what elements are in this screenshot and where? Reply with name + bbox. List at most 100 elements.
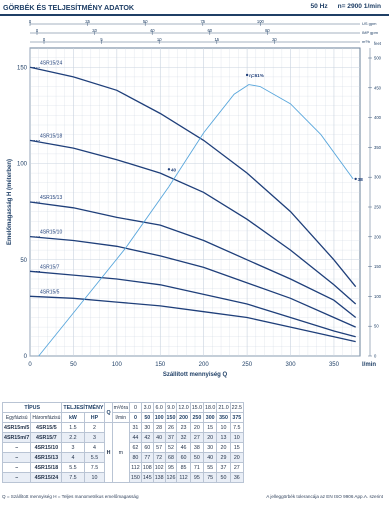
x-tick-label: 50 xyxy=(70,362,77,368)
footer-tolerance-note: A jelleggörbék tolerancája az EN ISO 990… xyxy=(266,494,383,499)
cell-three-phase-model: 4SR15/7 xyxy=(30,432,63,443)
cell-kw: 3 xyxy=(61,442,85,453)
series-label: 4SR15/24 xyxy=(40,60,62,66)
cell-head-value: 10 xyxy=(216,422,231,433)
cell-head-value: 20 xyxy=(189,422,205,433)
page-title: GÖRBÉK ÉS TELJESÍTMÉNY ADATOK xyxy=(3,3,135,12)
top-axis-tick-label: 50 xyxy=(143,19,148,24)
top-axis-tick-label: 60 xyxy=(207,28,212,33)
right-axis-tick-label: 300 xyxy=(374,175,382,180)
cell-hp: 10 xyxy=(83,472,106,483)
series-label: 4SR15/5 xyxy=(40,289,60,295)
th-q-m3h-5: 15.0 xyxy=(189,402,205,413)
cell-head-value: 126 xyxy=(164,472,178,483)
top-axis-tick-label: 0 xyxy=(36,28,39,33)
cell-kw: 4 xyxy=(61,452,85,463)
cell-hp: 7.5 xyxy=(83,462,106,473)
x-tick-label: 0 xyxy=(28,362,32,368)
cell-kw: 7.5 xyxy=(61,472,85,483)
th-q-lmin-2: 100 xyxy=(152,412,166,423)
cell-head-value: 95 xyxy=(164,462,178,473)
efficiency-label: 38 xyxy=(358,177,364,182)
efficiency-curve-line xyxy=(38,84,354,357)
cell-head-value: 13 xyxy=(216,432,231,443)
cell-head-value: 108 xyxy=(140,462,154,473)
cell-three-phase-model: 4SR15/13 xyxy=(30,452,63,463)
top-axis-tick-label: 25 xyxy=(85,19,90,24)
th-egyfazisu: Egyfázisú xyxy=(1,412,32,423)
cell-head-value: 150 xyxy=(129,472,142,483)
th-lmin: l/min xyxy=(111,412,131,423)
top-axis-tick-label: 100 xyxy=(257,19,265,24)
cell-kw: 1.5 xyxy=(61,422,85,433)
cell-kw: 5.5 xyxy=(61,462,85,473)
right-axis-unit: feet xyxy=(374,41,382,46)
x-tick-label: 250 xyxy=(242,362,253,368)
cell-three-phase-model: 4SR15/24 xyxy=(30,472,63,483)
performance-table: TÍPUS TELJESÍTMÉNY Q m³/óra 0 3.0 6.0 9.… xyxy=(1,402,244,483)
cell-head-value: 40 xyxy=(203,452,218,463)
pump-curve-line xyxy=(29,66,357,288)
th-q-m3h-2: 6.0 xyxy=(152,402,166,413)
x-axis-title: Szállított mennyiség Q xyxy=(163,372,228,378)
cell-head-value: 31 xyxy=(129,422,142,433)
cell-three-phase-model: 4SR15/10 xyxy=(30,442,63,453)
th-hp: HP xyxy=(83,412,106,423)
cell-head-value: 60 xyxy=(176,452,191,463)
th-q-m3h-0: 0 xyxy=(129,402,142,413)
cell-head-value: 36 xyxy=(229,472,244,483)
cell-head-value: 10 xyxy=(229,432,244,443)
efficiency-label: η=61% xyxy=(249,73,264,78)
cell-head-value: 27 xyxy=(189,432,205,443)
th-teljesitmeny: TELJESÍTMÉNY xyxy=(61,402,106,413)
cell-head-value: 52 xyxy=(164,442,178,453)
cell-head-value: 29 xyxy=(216,452,231,463)
cell-head-value: 60 xyxy=(140,442,154,453)
y-tick-label: 150 xyxy=(17,65,28,71)
top-axis-tick-label: 15 xyxy=(214,37,219,42)
cell-head-value: 20 xyxy=(229,452,244,463)
efficiency-marker xyxy=(354,177,357,181)
cell-head-value: 50 xyxy=(216,472,231,483)
cell-single-phase-model: – xyxy=(1,442,32,453)
y-axis-title: Emelőmagasság H (méterben) xyxy=(7,159,13,245)
th-q-lmin-4: 200 xyxy=(176,412,191,423)
x-unit-label: l/min xyxy=(362,362,376,368)
cell-hp: 3 xyxy=(83,432,106,443)
pump-curve-line xyxy=(29,295,356,343)
cell-head-value: 37 xyxy=(164,432,178,443)
th-haromfazisu: Háromfázisú xyxy=(30,412,63,423)
top-axis-tick-label: 80 xyxy=(265,28,270,33)
cell-head-value: 102 xyxy=(152,462,166,473)
right-axis-tick-label: 250 xyxy=(374,205,382,210)
cell-head-value: 27 xyxy=(229,462,244,473)
top-axis-tick-label: 10 xyxy=(157,37,162,42)
cell-head-value: 68 xyxy=(164,452,178,463)
cell-head-value: 7.5 xyxy=(229,422,244,433)
cell-head-value: 20 xyxy=(216,442,231,453)
cell-head-value: 57 xyxy=(152,442,166,453)
cell-head-value: 112 xyxy=(129,462,142,473)
page-header: GÖRBÉK ÉS TELJESÍTMÉNY ADATOK 50 Hz n= 2… xyxy=(0,0,389,16)
cell-head-value: 85 xyxy=(176,462,191,473)
pump-curve-line xyxy=(29,235,356,328)
top-axis-tick-label: 20 xyxy=(92,28,97,33)
cell-head-value: 30 xyxy=(140,422,154,433)
cell-hp: 4 xyxy=(83,442,106,453)
cell-head-value: 145 xyxy=(140,472,154,483)
frequency-label: 50 Hz xyxy=(310,3,328,10)
cell-head-value: 80 xyxy=(129,452,142,463)
efficiency-marker xyxy=(167,168,171,171)
th-m3h: m³/óra xyxy=(111,402,131,413)
top-axis-tick-label: 0 xyxy=(43,37,46,42)
top-axis-unit: IMP gpm xyxy=(362,30,379,35)
cell-head-value: 15 xyxy=(229,442,244,453)
cell-head-value: 71 xyxy=(189,462,205,473)
cell-head-value: 46 xyxy=(176,442,191,453)
cell-head-value: 72 xyxy=(152,452,166,463)
top-axis-tick-label: 75 xyxy=(200,19,205,24)
y-tick-label: 0 xyxy=(24,354,28,360)
cell-head-value: 138 xyxy=(152,472,166,483)
cell-head-value: 37 xyxy=(216,462,231,473)
